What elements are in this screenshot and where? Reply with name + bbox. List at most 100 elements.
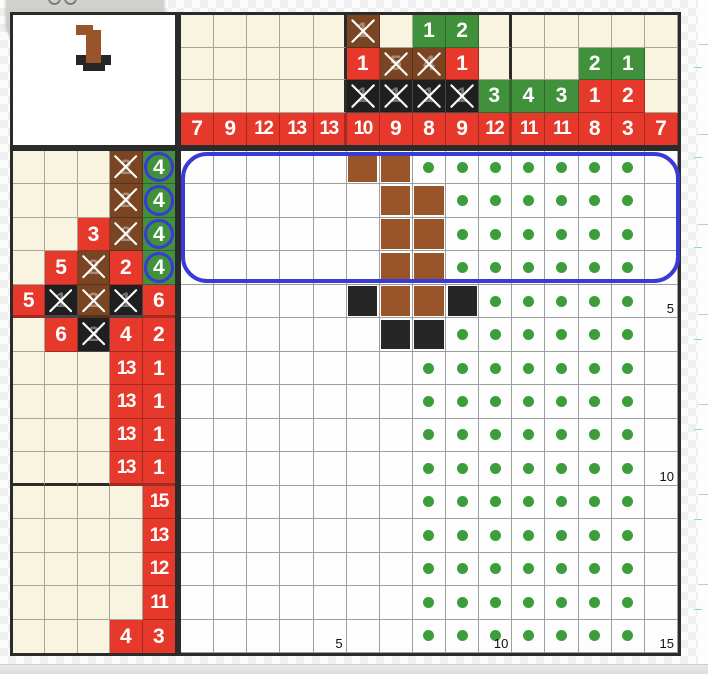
grid-cell[interactable] (379, 351, 413, 386)
grid-cell[interactable] (412, 418, 447, 453)
grid-cell[interactable] (214, 184, 248, 218)
grid-cell[interactable] (247, 418, 281, 453)
row-clue-cell[interactable] (45, 519, 78, 553)
grid-cell[interactable] (479, 586, 513, 620)
grid-cell[interactable] (181, 552, 215, 587)
column-clue-cell[interactable] (313, 47, 347, 80)
row-clue-cell[interactable] (77, 586, 111, 620)
grid-cell[interactable] (578, 586, 612, 620)
grid-cell[interactable] (578, 284, 612, 319)
grid-cell[interactable] (346, 519, 380, 553)
grid-cell[interactable] (446, 318, 480, 352)
grid-cell[interactable] (247, 586, 281, 620)
grid-cell[interactable] (446, 184, 480, 218)
grid-cell[interactable] (479, 151, 513, 185)
grid-cell[interactable] (247, 217, 281, 252)
grid-cell[interactable] (611, 318, 645, 352)
grid-cell[interactable] (545, 284, 579, 319)
grid-cell[interactable] (412, 217, 447, 252)
row-clue-cell[interactable] (13, 519, 46, 553)
grid-cell[interactable] (214, 619, 248, 653)
grid-cell[interactable] (379, 552, 413, 587)
grid-cell[interactable] (479, 452, 513, 486)
grid-cell[interactable] (479, 519, 513, 553)
row-clue-cell[interactable]: 2 (77, 251, 111, 285)
row-clue-cell[interactable] (77, 452, 111, 486)
row-clue-cell[interactable]: 13 (110, 385, 143, 419)
grid-cell[interactable] (578, 519, 612, 553)
row-clue-cell[interactable]: 1 (142, 385, 175, 419)
grid-cell[interactable] (247, 284, 281, 319)
column-clue-cell[interactable]: 1 (578, 80, 612, 113)
grid-cell[interactable] (346, 552, 380, 587)
row-clue-cell[interactable]: 2 (77, 318, 111, 352)
grid-cell[interactable] (280, 318, 314, 352)
row-clue-cell[interactable] (77, 385, 111, 419)
row-clue-cell[interactable]: 6 (45, 318, 78, 352)
grid-cell[interactable] (644, 485, 678, 520)
grid-cell[interactable] (247, 351, 281, 386)
row-clue-cell[interactable]: 2 (142, 318, 175, 352)
grid-cell[interactable] (247, 619, 281, 653)
grid-cell[interactable] (479, 418, 513, 453)
grid-cell[interactable] (512, 284, 546, 319)
grid-cell[interactable] (412, 284, 447, 319)
grid-cell[interactable] (412, 184, 447, 218)
row-clue-cell[interactable]: 2 (110, 184, 143, 218)
grid-cell[interactable] (512, 418, 546, 453)
grid-cell[interactable] (313, 151, 347, 185)
grid-cell[interactable]: 10 (644, 452, 678, 486)
grid-cell[interactable] (247, 519, 281, 553)
grid-cell[interactable] (214, 485, 248, 520)
grid-cell[interactable] (346, 217, 380, 252)
grid-cell[interactable] (313, 318, 347, 352)
grid-cell[interactable] (313, 485, 347, 520)
grid-cell[interactable] (578, 318, 612, 352)
column-clue-cell[interactable] (512, 47, 546, 80)
grid-cell[interactable] (644, 519, 678, 553)
grid-cell[interactable] (446, 251, 480, 285)
column-clue-cell[interactable] (247, 80, 281, 113)
grid-cell[interactable] (446, 418, 480, 453)
column-clue-cell[interactable]: 2 (611, 80, 645, 113)
grid-cell[interactable] (214, 217, 248, 252)
grid-cell[interactable] (578, 418, 612, 453)
grid-cell[interactable] (446, 284, 480, 319)
grid-cell[interactable] (446, 217, 480, 252)
grid-cell[interactable] (512, 217, 546, 252)
grid-cell[interactable] (280, 184, 314, 218)
column-clue-cell[interactable] (181, 15, 215, 48)
grid-cell[interactable] (545, 519, 579, 553)
grid-cell[interactable] (412, 151, 447, 185)
grid-cell[interactable] (313, 284, 347, 319)
column-clue-cell[interactable]: 9 (379, 112, 413, 145)
row-clue-cell[interactable] (13, 619, 46, 653)
grid-cell[interactable] (346, 318, 380, 352)
column-clue-cell[interactable]: 13 (313, 112, 347, 145)
row-clue-cell[interactable]: 12 (142, 552, 175, 587)
grid-cell[interactable] (578, 351, 612, 386)
grid-cell[interactable] (479, 284, 513, 319)
grid-cell[interactable] (247, 151, 281, 185)
row-clue-cell[interactable] (45, 151, 78, 185)
grid-cell[interactable] (578, 385, 612, 419)
column-clue-cell[interactable]: 2 (446, 15, 480, 48)
grid-cell[interactable] (280, 284, 314, 319)
grid-cell[interactable] (446, 552, 480, 587)
grid-cell[interactable] (181, 519, 215, 553)
grid-cell[interactable] (181, 318, 215, 352)
grid-cell[interactable] (214, 452, 248, 486)
grid-cell[interactable] (379, 217, 413, 252)
grid-cell[interactable] (611, 385, 645, 419)
grid-cell[interactable] (247, 318, 281, 352)
grid-cell[interactable] (512, 485, 546, 520)
column-clue-cell[interactable]: 1 (446, 80, 480, 113)
row-clue-cell[interactable]: 11 (142, 586, 175, 620)
grid-cell[interactable] (247, 184, 281, 218)
row-clue-cell[interactable] (45, 184, 78, 218)
grid-cell[interactable] (446, 151, 480, 185)
grid-cell[interactable] (512, 619, 546, 653)
grid-cell[interactable] (313, 184, 347, 218)
grid-cell[interactable] (479, 552, 513, 587)
grid-cell[interactable] (578, 619, 612, 653)
